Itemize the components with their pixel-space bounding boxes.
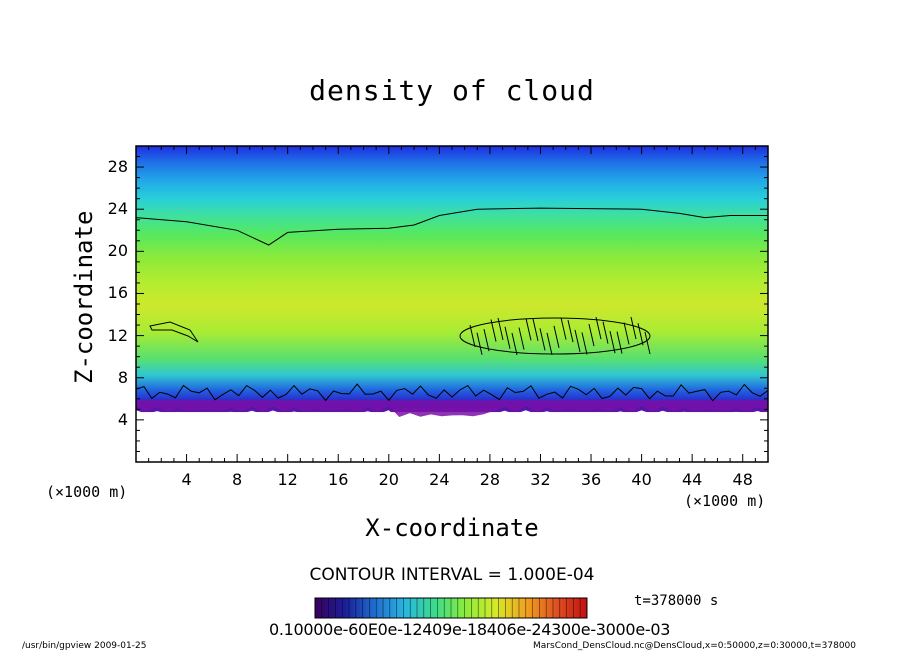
y-tick-label: 16 xyxy=(107,283,128,303)
time-label: t=378000 s xyxy=(634,593,719,609)
footer-right: MarsCond_DensCloud.nc@DensCloud,x=0:5000… xyxy=(533,641,856,651)
colorbar xyxy=(314,597,588,619)
x-tick-label: 48 xyxy=(732,470,753,489)
y-axis-unit: (×1000 m) xyxy=(46,483,128,501)
chart-title: density of cloud xyxy=(309,74,595,107)
y-tick-label: 12 xyxy=(107,325,128,345)
cloud-top-contour xyxy=(136,207,768,246)
x-axis-unit: (×1000 m) xyxy=(684,492,766,510)
y-tick-label: 20 xyxy=(107,241,128,261)
contour-patch-left xyxy=(149,321,199,343)
density-field xyxy=(136,146,768,413)
x-tick-label: 16 xyxy=(328,470,349,489)
y-axis-label: Z-coordinate xyxy=(70,210,98,384)
y-tick-label: 28 xyxy=(107,157,128,177)
cloud-base-contour xyxy=(136,383,768,402)
footer-left: /usr/bin/gpview 2009-01-25 xyxy=(22,641,147,651)
contour-interval: CONTOUR INTERVAL = 1.000E-04 xyxy=(309,565,595,585)
x-tick-label: 12 xyxy=(277,470,298,489)
x-tick-label: 4 xyxy=(181,470,192,489)
plot-area xyxy=(136,146,768,462)
cloud-free-region xyxy=(136,410,768,462)
y-tick-label: 24 xyxy=(107,199,128,219)
x-tick-label: 40 xyxy=(631,470,652,489)
y-tick-label: 4 xyxy=(117,409,128,429)
x-axis-label: X-coordinate xyxy=(365,514,539,542)
x-tick-label: 32 xyxy=(530,470,551,489)
x-tick-label: 8 xyxy=(232,470,243,489)
contour-patch-outline xyxy=(459,317,651,355)
cloud-base-edge xyxy=(136,400,768,417)
contour-patch-right xyxy=(469,316,651,356)
x-tick-label: 44 xyxy=(681,470,703,489)
x-tick-label: 24 xyxy=(429,470,450,489)
x-tick-label: 20 xyxy=(378,470,399,489)
colorbar-tick-labels: 0.10000e-60E0e-12409e-18406e-24300e-3000… xyxy=(269,620,671,639)
x-tick-label: 36 xyxy=(580,470,602,489)
axes xyxy=(135,145,769,463)
x-tick-label: 28 xyxy=(479,470,501,489)
y-tick-label: 8 xyxy=(117,367,128,387)
